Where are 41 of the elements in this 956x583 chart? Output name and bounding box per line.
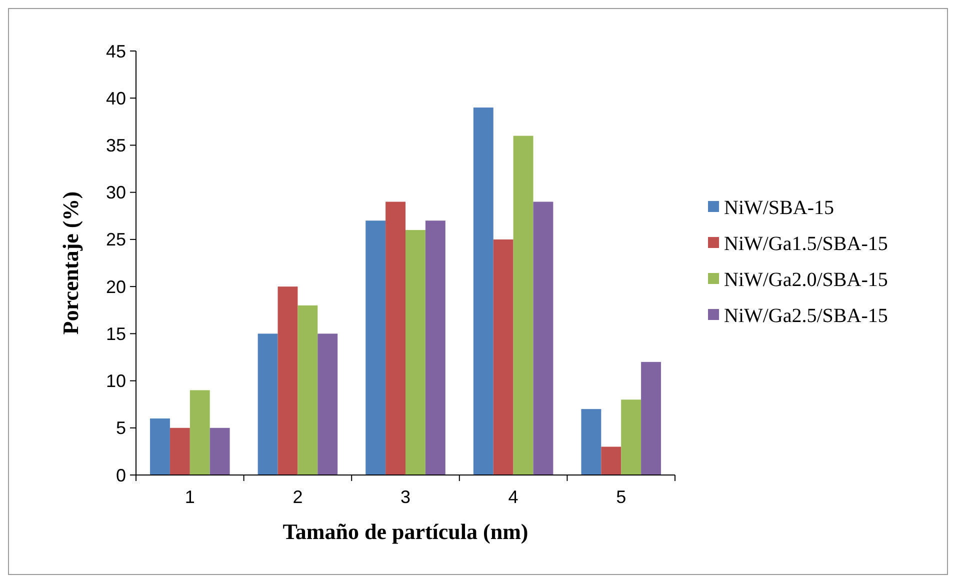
bar <box>641 362 661 475</box>
bar <box>601 446 622 475</box>
x-tick-label: 3 <box>400 487 411 507</box>
x-tick-label: 2 <box>292 487 303 507</box>
y-tick-label: 45 <box>106 41 126 62</box>
bar <box>473 108 494 475</box>
bar <box>621 400 642 475</box>
legend-label: NiW/Ga1.5/SBA-15 <box>724 233 888 255</box>
bar <box>278 286 298 475</box>
y-tick-label: 30 <box>106 182 126 203</box>
y-tick-label: 0 <box>116 465 126 486</box>
y-tick-label: 15 <box>106 324 126 344</box>
y-tick-label: 35 <box>106 136 126 156</box>
y-tick-label: 5 <box>116 418 126 438</box>
bar <box>258 334 278 475</box>
x-axis-title: Tamaño de partícula (nm) <box>282 519 528 544</box>
bar <box>386 202 406 475</box>
x-tick-label: 5 <box>616 487 626 507</box>
y-tick-label: 40 <box>106 88 126 108</box>
y-tick-label: 25 <box>106 230 126 250</box>
x-tick-label: 4 <box>508 487 518 507</box>
bar <box>366 220 386 475</box>
bar <box>425 220 446 475</box>
bar <box>513 136 534 475</box>
legend-label: NiW/Ga2.5/SBA-15 <box>724 305 888 327</box>
bar <box>533 202 554 475</box>
bar <box>318 334 338 475</box>
y-axis-title: Porcentaje (%) <box>58 191 83 335</box>
y-tick-label: 10 <box>106 371 126 392</box>
legend-label: NiW/Ga2.0/SBA-15 <box>724 269 888 291</box>
bar <box>406 230 426 475</box>
bar <box>493 239 514 475</box>
bar <box>150 418 170 475</box>
legend-label: NiW/SBA-15 <box>724 197 834 219</box>
bar <box>581 409 602 475</box>
y-tick-label: 20 <box>106 276 126 297</box>
bar <box>190 390 210 475</box>
bar <box>170 428 190 475</box>
bar <box>298 305 318 475</box>
x-tick-label: 1 <box>184 487 195 507</box>
bar <box>210 428 230 475</box>
